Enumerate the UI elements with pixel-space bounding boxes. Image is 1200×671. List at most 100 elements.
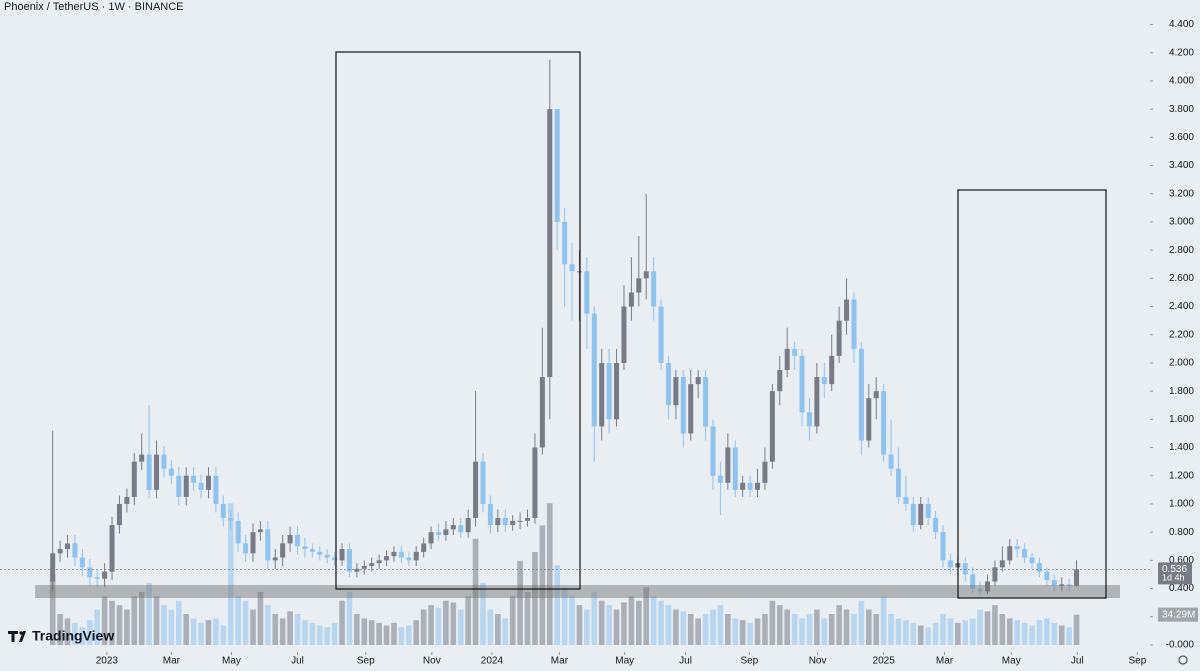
- y-tick-label: 3.800: [1169, 104, 1194, 115]
- candle-body: [851, 299, 857, 349]
- volume-bar: [665, 605, 672, 645]
- x-tick-label: Sep: [740, 656, 758, 667]
- candle-body: [525, 518, 531, 521]
- candle-body: [57, 549, 63, 554]
- volume-bar: [799, 618, 805, 645]
- candle-body: [346, 549, 352, 572]
- volume-bar: [821, 618, 828, 645]
- candle-body: [309, 549, 315, 552]
- support-zone: [35, 585, 1120, 598]
- volume-bar: [784, 609, 790, 645]
- candle-body: [873, 391, 879, 399]
- candle-body: [72, 543, 78, 558]
- candle-body: [287, 534, 293, 544]
- candle-body: [933, 518, 939, 533]
- candle-body: [710, 426, 716, 476]
- volume-bar: [702, 614, 709, 645]
- volume-bar: [472, 538, 479, 645]
- candle-body: [102, 571, 108, 579]
- volume-bar: [480, 583, 486, 645]
- volume-bar: [131, 596, 138, 645]
- candle-body: [628, 292, 634, 307]
- candle-body: [799, 355, 805, 413]
- candle-body: [1036, 563, 1042, 572]
- candle-body: [777, 369, 783, 392]
- volume-bar: [984, 611, 991, 645]
- volume-bar: [146, 583, 152, 645]
- volume-bar: [903, 620, 909, 645]
- candle-body: [643, 271, 649, 279]
- y-tick-label: 2.600: [1169, 273, 1194, 284]
- candle-body: [510, 520, 516, 526]
- candle-body: [918, 503, 924, 526]
- candle-body: [154, 454, 160, 490]
- candle-body: [1007, 546, 1013, 561]
- x-tick-label: May: [222, 656, 241, 667]
- candle-body: [614, 362, 620, 420]
- candle-body: [213, 475, 219, 504]
- volume-bar: [621, 602, 627, 645]
- volume-bar: [917, 625, 924, 645]
- volume-bar: [628, 596, 635, 645]
- candle-body: [977, 588, 983, 592]
- candle-body: [947, 560, 953, 568]
- candle-body: [243, 543, 249, 554]
- volume-bar: [316, 625, 323, 645]
- x-tick-label: 2024: [481, 656, 504, 667]
- candle-body: [480, 461, 486, 504]
- highlight-box: [335, 51, 581, 590]
- volume-bar: [866, 609, 872, 645]
- volume-bar: [791, 614, 798, 645]
- volume-bar: [999, 614, 1006, 645]
- volume-bar: [124, 609, 130, 645]
- candle-body: [65, 543, 71, 550]
- volume-bar: [1029, 625, 1035, 645]
- candle-body: [376, 560, 382, 564]
- volume-bar: [1021, 622, 1028, 645]
- volume-bar: [584, 609, 590, 645]
- y-tick-label: 3.400: [1169, 160, 1194, 171]
- candle-body: [1022, 549, 1028, 558]
- candle-body: [599, 362, 605, 427]
- candle-body: [235, 520, 241, 544]
- candle-body: [1029, 557, 1035, 564]
- volume-bar: [747, 622, 753, 645]
- volume-bar: [109, 600, 115, 645]
- candle-body: [443, 529, 449, 535]
- volume-bar: [64, 618, 71, 645]
- candle-body: [747, 482, 753, 490]
- candle-body: [1014, 546, 1020, 550]
- volume-bar: [569, 596, 575, 645]
- candle-body: [317, 551, 323, 555]
- volume-bar: [57, 614, 63, 645]
- candle-body: [680, 377, 686, 434]
- x-tick-label: May: [615, 656, 634, 667]
- y-tick-label: 1.000: [1169, 499, 1194, 510]
- candle-body: [295, 534, 301, 547]
- x-tick-label: Nov: [809, 656, 827, 667]
- volume-bar: [339, 600, 345, 645]
- candle-body: [139, 454, 145, 462]
- volume-bar: [220, 625, 227, 645]
- x-tick-label: Sep: [1128, 656, 1146, 667]
- volume-bar: [925, 627, 931, 645]
- candle-body: [844, 299, 850, 321]
- candle-body: [109, 525, 115, 572]
- volume-bar: [955, 622, 961, 645]
- y-tick-label: 3.200: [1169, 188, 1194, 199]
- volume-bar: [517, 560, 523, 645]
- volume-bar: [324, 627, 330, 645]
- volume-bar: [138, 591, 145, 645]
- volume-bar: [272, 614, 279, 645]
- volume-bar: [406, 625, 412, 645]
- volume-bar: [739, 620, 746, 645]
- candle-body: [732, 447, 738, 490]
- volume-label-box: [1158, 607, 1198, 622]
- volume-bar: [227, 503, 234, 645]
- settings-icon[interactable]: [1178, 655, 1188, 665]
- volume-bar: [725, 614, 731, 645]
- volume-bar: [858, 600, 865, 645]
- candle-body: [191, 475, 197, 483]
- candle-body: [858, 348, 864, 441]
- candle-body: [584, 271, 590, 314]
